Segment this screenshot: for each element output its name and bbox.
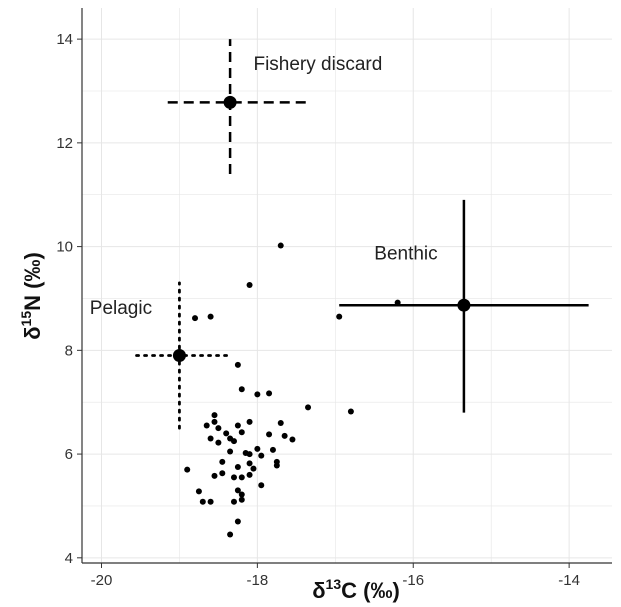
data-point (336, 313, 343, 320)
data-point (230, 498, 237, 505)
data-point (269, 446, 276, 453)
data-point (211, 412, 218, 419)
data-point (258, 452, 265, 459)
data-point (211, 472, 218, 479)
x-tick-label: -20 (91, 572, 113, 589)
data-point (238, 386, 245, 393)
data-point (207, 435, 214, 442)
data-point (234, 361, 241, 368)
data-point (266, 390, 273, 397)
plot-background (82, 8, 612, 563)
data-point (242, 450, 249, 457)
data-point (266, 431, 273, 438)
grid-lines (82, 8, 612, 563)
data-point (215, 425, 222, 432)
data-point (203, 422, 210, 429)
data-point (195, 488, 202, 495)
data-point (207, 313, 214, 320)
data-point (238, 429, 245, 436)
data-point (199, 498, 206, 505)
data-point (250, 465, 257, 472)
axes (81, 8, 612, 564)
data-point (281, 432, 288, 439)
data-point (277, 242, 284, 249)
y-tick-label: 12 (56, 135, 73, 152)
data-point (227, 531, 234, 538)
data-point (219, 470, 226, 477)
data-point (273, 462, 280, 469)
data-point (219, 458, 226, 465)
data-point (246, 281, 253, 288)
fishery-discard-label: Fishery discard (253, 54, 382, 75)
x-tick-labels: -20 -18 -16 -14 (91, 563, 580, 589)
x-axis-title: δ13C (‰) (312, 576, 400, 603)
y-tick-labels: 4 6 8 10 12 14 (56, 31, 82, 567)
data-point (207, 498, 214, 505)
source-labels: Fishery discard Benthic Pelagic (90, 54, 438, 319)
data-point (234, 422, 241, 429)
y-axis-title: δ15N (‰) (18, 252, 45, 340)
y-tick-label: 8 (65, 342, 73, 359)
source-means (172, 95, 471, 363)
data-point (246, 460, 253, 467)
data-point (211, 418, 218, 425)
data-point (230, 438, 237, 445)
data-point (238, 496, 245, 503)
data-point (238, 474, 245, 481)
data-point (238, 491, 245, 498)
data-point (246, 471, 253, 478)
data-point (254, 445, 261, 452)
fishery-discard-mean-point (223, 95, 237, 109)
y-tick-label: 6 (65, 446, 73, 463)
x-tick-label: -18 (247, 572, 269, 589)
data-point (192, 315, 199, 322)
x-tick-label: -16 (402, 572, 424, 589)
data-point (254, 391, 261, 398)
data-point (246, 418, 253, 425)
pelagic-label: Pelagic (90, 298, 152, 319)
pelagic-mean-point (172, 349, 186, 363)
y-tick-label: 14 (56, 31, 73, 48)
y-tick-label: 4 (65, 550, 73, 567)
consumer-points (184, 242, 401, 538)
data-point (347, 408, 354, 415)
data-point (289, 436, 296, 443)
data-point (394, 299, 401, 306)
data-point (277, 419, 284, 426)
x-tick-label: -14 (558, 572, 580, 589)
y-tick-label: 10 (56, 239, 73, 256)
data-point (234, 487, 241, 494)
data-point (184, 466, 191, 473)
data-point (234, 464, 241, 471)
data-point (258, 482, 265, 489)
data-point (227, 448, 234, 455)
data-point (305, 404, 312, 411)
benthic-mean-point (457, 298, 471, 312)
data-point (223, 430, 230, 437)
benthic-label: Benthic (374, 244, 437, 265)
data-point (215, 439, 222, 446)
data-point (230, 474, 237, 481)
data-point (234, 518, 241, 525)
